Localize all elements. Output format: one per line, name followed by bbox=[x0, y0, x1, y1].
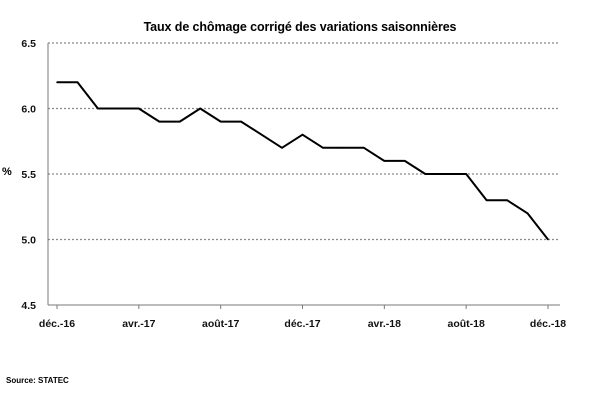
data-point bbox=[403, 160, 406, 162]
data-point bbox=[506, 199, 508, 201]
data-point bbox=[56, 81, 58, 84]
data-point bbox=[178, 120, 181, 123]
data-point bbox=[281, 147, 283, 149]
axes bbox=[47, 43, 560, 309]
data-point bbox=[342, 147, 345, 149]
data-point bbox=[526, 212, 529, 215]
x-tick-label: août-18 bbox=[447, 318, 485, 330]
data-point bbox=[158, 120, 161, 123]
source-note: Source: STATEC bbox=[6, 376, 69, 385]
data-point bbox=[444, 173, 447, 175]
data-point bbox=[97, 107, 99, 110]
y-tick-label: 4.5 bbox=[21, 300, 36, 312]
data-point bbox=[138, 107, 140, 110]
data-point bbox=[199, 107, 202, 110]
data-point bbox=[547, 238, 549, 241]
data-point bbox=[465, 173, 467, 175]
y-axis-label: % bbox=[2, 166, 12, 178]
x-tick-label: avr.-17 bbox=[122, 318, 155, 330]
data-point bbox=[322, 147, 324, 149]
x-tick-labels: déc.-16 avr.-17 août-17 déc.-17 avr.-18 août-… bbox=[39, 318, 566, 330]
data-point bbox=[363, 147, 365, 149]
y-tick-labels: 4.5 5.0 5.5 6.0 6.5 bbox=[21, 38, 36, 312]
data-point bbox=[485, 199, 488, 201]
x-tick-label: déc.-18 bbox=[530, 318, 566, 330]
series bbox=[56, 81, 549, 241]
y-tick-label: 6.0 bbox=[21, 104, 36, 116]
data-point bbox=[260, 133, 263, 136]
chart-title: Taux de chômage corrigé des variations s… bbox=[143, 20, 457, 34]
data-point bbox=[383, 160, 386, 162]
data-point bbox=[240, 120, 242, 123]
y-tick-label: 5.0 bbox=[21, 235, 36, 247]
data-point bbox=[424, 173, 427, 175]
x-tick-label: déc.-16 bbox=[39, 318, 75, 330]
x-tick-label: août-17 bbox=[202, 318, 240, 330]
y-tick-label: 6.5 bbox=[21, 38, 36, 50]
gridlines bbox=[48, 42, 560, 241]
series-line bbox=[57, 81, 549, 241]
data-point bbox=[117, 107, 120, 110]
x-tick-label: déc.-17 bbox=[284, 318, 320, 330]
x-tick-label: avr.-18 bbox=[368, 318, 401, 330]
data-point bbox=[301, 133, 304, 136]
data-point bbox=[76, 81, 79, 84]
data-point bbox=[219, 120, 222, 123]
y-tick-label: 5.5 bbox=[21, 169, 36, 181]
